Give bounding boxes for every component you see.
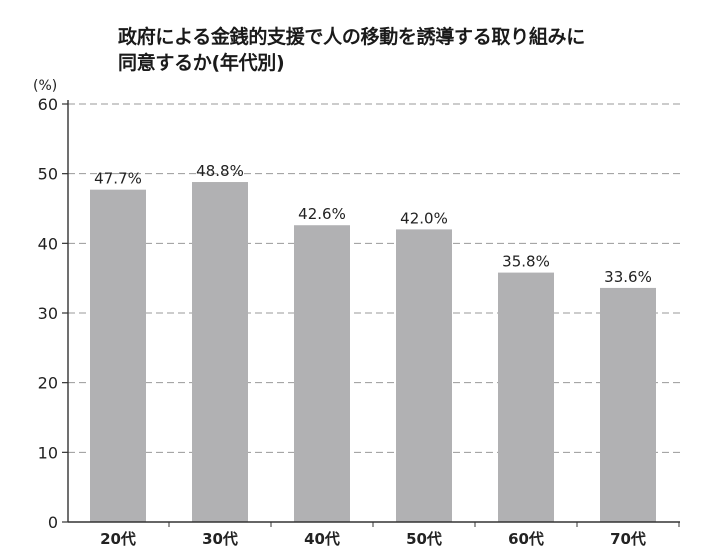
bar-value-label: 48.8%	[196, 162, 244, 180]
x-category-label: 50代	[406, 530, 442, 548]
axes-group	[62, 100, 680, 527]
bar	[396, 229, 452, 522]
x-category-label: 70代	[610, 530, 646, 548]
y-tick-label: 20	[38, 374, 58, 393]
bar-value-label: 47.7%	[94, 170, 142, 188]
chart-title: 政府による金銭的支援で人の移動を誘導する取り組みに 同意するか(年代別)	[118, 24, 678, 76]
bar-value-label: 33.6%	[604, 268, 652, 286]
chart-title-line-1: 政府による金銭的支援で人の移動を誘導する取り組みに	[118, 26, 585, 48]
bar	[498, 272, 554, 522]
y-tick-label: 0	[48, 513, 58, 532]
y-tick-label: 60	[38, 95, 58, 114]
grid-lines	[68, 103, 680, 453]
bar-value-label: 35.8%	[502, 253, 550, 271]
x-category-label: 40代	[304, 530, 340, 548]
y-tick-label: 30	[38, 304, 58, 323]
bar	[90, 189, 146, 522]
bar	[192, 182, 248, 522]
bar-value-label: 42.6%	[298, 205, 346, 223]
y-tick-label: 50	[38, 165, 58, 184]
y-tick-label: 40	[38, 234, 58, 253]
bars-group	[90, 182, 656, 522]
bar-value-label: 42.0%	[400, 209, 448, 227]
labels-group: 0 10 20 30 40 50 60 47.7% 20代 48.8% 30代 42.6% 40代 42.…	[38, 95, 652, 548]
bar	[600, 287, 656, 522]
x-category-label: 20代	[100, 530, 136, 548]
y-tick-label: 10	[38, 443, 58, 462]
bar	[294, 225, 350, 522]
x-category-label: 60代	[508, 530, 544, 548]
chart-title-line-2: 同意するか(年代別)	[118, 52, 285, 74]
y-unit-label: (%)	[33, 78, 57, 94]
x-category-label: 30代	[202, 530, 238, 548]
